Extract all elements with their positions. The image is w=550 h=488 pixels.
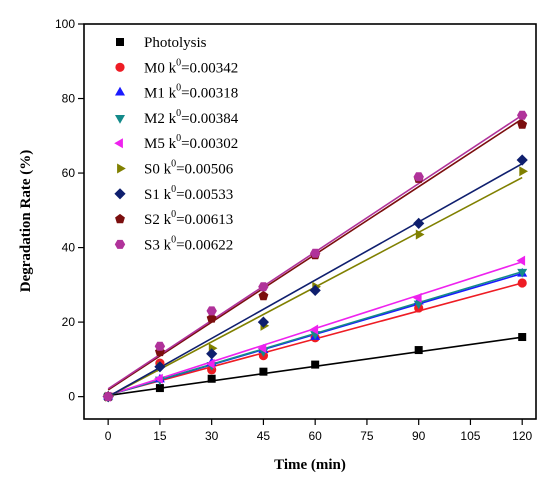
x-tick-label: 0 — [105, 429, 112, 443]
data-point — [207, 374, 216, 383]
data-point — [517, 110, 528, 120]
data-point — [517, 119, 528, 129]
legend-marker — [114, 188, 126, 200]
data-point — [412, 292, 422, 303]
legend-marker — [114, 138, 123, 149]
data-points — [102, 110, 528, 403]
data-point — [258, 282, 269, 292]
data-point — [259, 367, 268, 376]
plot-frame — [83, 23, 537, 420]
data-point — [516, 255, 526, 266]
data-point — [309, 324, 319, 335]
data-point — [155, 384, 164, 393]
legend-label: Photolysis — [144, 35, 207, 51]
legend-marker — [114, 239, 126, 249]
legend-label: M0 k0=0.00342 — [144, 57, 238, 76]
data-point — [257, 343, 267, 354]
data-point — [414, 346, 423, 355]
legend-label: S3 k0=0.00622 — [144, 234, 233, 253]
data-point — [415, 229, 425, 240]
legend-label: S2 k0=0.00613 — [144, 209, 233, 228]
y-tick-label: 40 — [62, 241, 76, 255]
x-tick-label: 30 — [205, 429, 219, 443]
data-point — [206, 306, 217, 316]
legend-label: M2 k0=0.00384 — [144, 108, 239, 127]
axis-ticks: 0 15 30 45 60 75 90 105 120 0 20 40 60 80 100 — [55, 17, 533, 443]
data-point — [413, 172, 424, 182]
y-tick-label: 60 — [62, 166, 76, 180]
fit-line — [107, 162, 523, 398]
legend: Photolysis M0 k0=0.00342 M1 k0=0.00318 M2 k… — [114, 35, 239, 253]
data-point — [103, 392, 114, 402]
data-point — [154, 341, 166, 351]
data-point — [205, 358, 215, 369]
data-point — [517, 278, 527, 288]
legend-marker — [116, 38, 124, 46]
legend-label: M1 k0=0.00318 — [144, 83, 238, 102]
y-tick-label: 80 — [62, 92, 76, 106]
legend-label: M5 k0=0.00302 — [144, 133, 238, 152]
legend-label: S0 k0=0.00506 — [144, 159, 234, 178]
x-tick-label: 60 — [308, 429, 322, 443]
data-point — [517, 268, 528, 278]
y-tick-label: 100 — [55, 17, 75, 31]
data-point — [413, 300, 424, 310]
data-point — [413, 217, 425, 229]
data-point — [309, 284, 321, 296]
data-point — [154, 361, 166, 373]
y-axis-title: Degradation Rate (%) — [18, 150, 34, 292]
x-tick-label: 45 — [257, 429, 271, 443]
x-tick-label: 105 — [460, 429, 480, 443]
x-axis-title: Time (min) — [274, 457, 346, 473]
legend-marker — [115, 86, 125, 96]
y-tick-label: 0 — [68, 390, 75, 404]
data-point — [206, 348, 218, 360]
x-tick-label: 90 — [412, 429, 426, 443]
legend-marker — [117, 163, 126, 174]
x-tick-label: 120 — [512, 429, 532, 443]
y-tick-label: 20 — [62, 315, 76, 329]
legend-marker — [115, 213, 125, 224]
data-point — [518, 333, 527, 342]
legend-marker — [115, 115, 125, 124]
data-point — [258, 290, 269, 301]
legend-marker — [115, 62, 125, 72]
data-point — [310, 248, 321, 258]
legend-label: S1 k0=0.00533 — [144, 184, 233, 203]
x-tick-label: 15 — [153, 429, 167, 443]
data-point — [516, 154, 528, 166]
data-point — [519, 166, 528, 177]
data-point — [206, 313, 217, 323]
data-point — [154, 373, 163, 384]
data-point — [257, 316, 269, 328]
data-point — [311, 360, 320, 369]
x-tick-label: 75 — [360, 429, 374, 443]
